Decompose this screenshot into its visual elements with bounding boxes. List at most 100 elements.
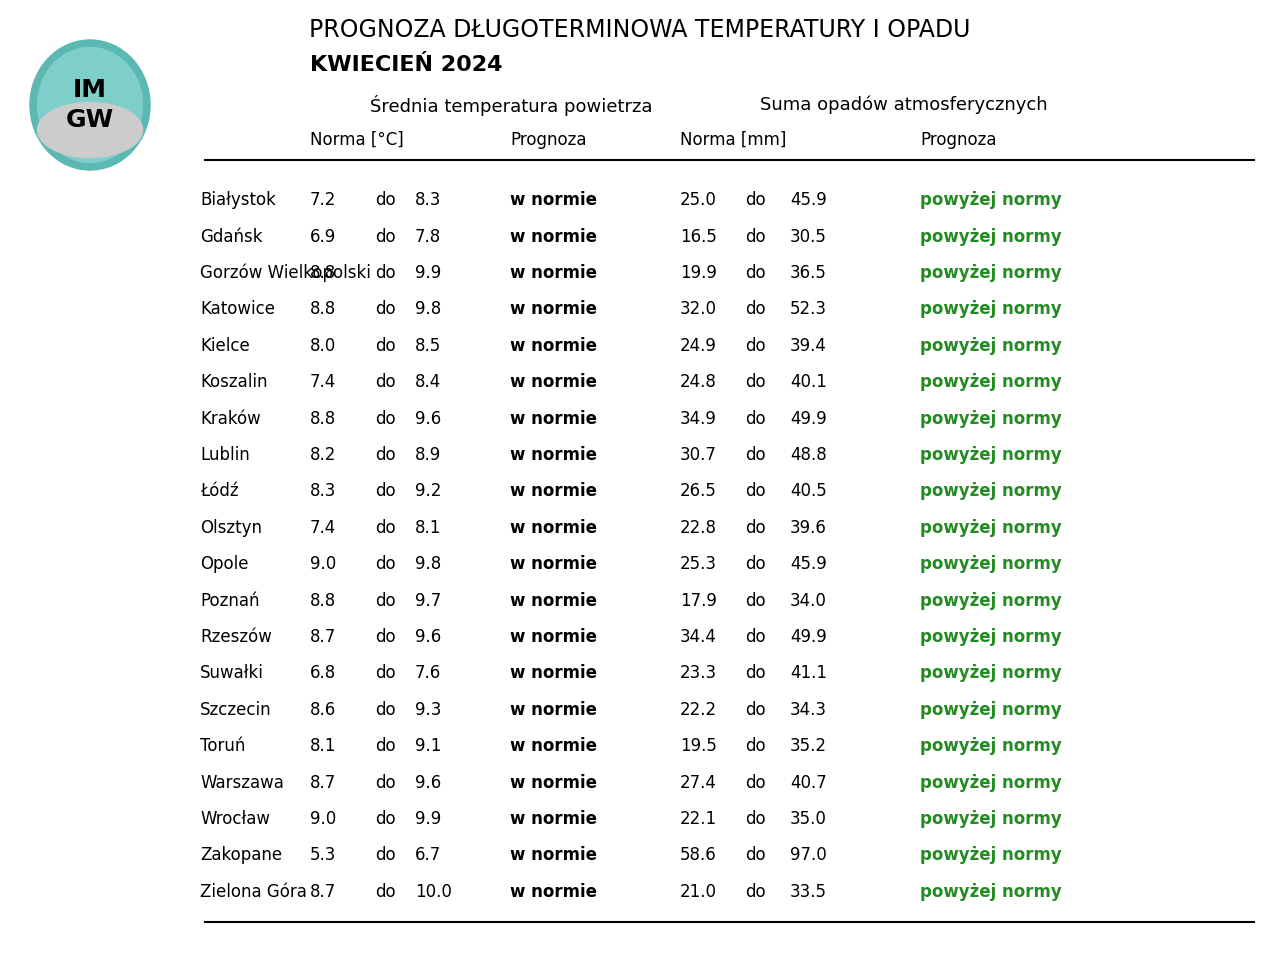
Text: Warszawa: Warszawa bbox=[200, 774, 284, 792]
Text: 35.0: 35.0 bbox=[790, 810, 827, 828]
Text: powyżej normy: powyżej normy bbox=[920, 774, 1061, 792]
Text: do: do bbox=[375, 628, 396, 646]
Text: 17.9: 17.9 bbox=[680, 591, 717, 610]
Text: do: do bbox=[745, 628, 765, 646]
Text: 19.5: 19.5 bbox=[680, 737, 717, 756]
Text: GW: GW bbox=[65, 108, 114, 132]
Text: do: do bbox=[375, 701, 396, 719]
Text: 7.2: 7.2 bbox=[310, 191, 337, 209]
Text: 30.5: 30.5 bbox=[790, 228, 827, 246]
Ellipse shape bbox=[37, 47, 142, 162]
Text: do: do bbox=[745, 555, 765, 573]
Text: 34.3: 34.3 bbox=[790, 701, 827, 719]
Text: powyżej normy: powyżej normy bbox=[920, 591, 1061, 610]
Text: w normie: w normie bbox=[509, 264, 596, 282]
Text: Prognoza: Prognoza bbox=[509, 131, 586, 149]
Text: 25.0: 25.0 bbox=[680, 191, 717, 209]
Text: do: do bbox=[745, 664, 765, 683]
Text: powyżej normy: powyżej normy bbox=[920, 737, 1061, 756]
Text: 36.5: 36.5 bbox=[790, 264, 827, 282]
Text: 7.4: 7.4 bbox=[310, 373, 337, 392]
Text: do: do bbox=[745, 300, 765, 319]
Text: 22.8: 22.8 bbox=[680, 518, 717, 537]
Ellipse shape bbox=[29, 40, 150, 170]
Text: 9.1: 9.1 bbox=[415, 737, 442, 756]
Text: do: do bbox=[745, 810, 765, 828]
Text: 9.0: 9.0 bbox=[310, 810, 337, 828]
Text: 8.3: 8.3 bbox=[310, 482, 337, 500]
Text: Zakopane: Zakopane bbox=[200, 847, 282, 864]
Text: powyżej normy: powyżej normy bbox=[920, 446, 1061, 464]
Text: 34.4: 34.4 bbox=[680, 628, 717, 646]
Text: 9.9: 9.9 bbox=[415, 264, 442, 282]
Text: Olsztyn: Olsztyn bbox=[200, 518, 262, 537]
Text: 19.9: 19.9 bbox=[680, 264, 717, 282]
Text: 40.7: 40.7 bbox=[790, 774, 827, 792]
Text: w normie: w normie bbox=[509, 628, 596, 646]
Text: w normie: w normie bbox=[509, 228, 596, 246]
Text: w normie: w normie bbox=[509, 883, 596, 900]
Text: 8.7: 8.7 bbox=[310, 774, 337, 792]
Text: powyżej normy: powyżej normy bbox=[920, 410, 1061, 427]
Text: 35.2: 35.2 bbox=[790, 737, 827, 756]
Text: 97.0: 97.0 bbox=[790, 847, 827, 864]
Text: powyżej normy: powyżej normy bbox=[920, 555, 1061, 573]
Text: w normie: w normie bbox=[509, 810, 596, 828]
Text: Poznań: Poznań bbox=[200, 591, 260, 610]
Text: do: do bbox=[375, 591, 396, 610]
Text: powyżej normy: powyżej normy bbox=[920, 228, 1061, 246]
Text: do: do bbox=[745, 410, 765, 427]
Text: 9.9: 9.9 bbox=[415, 810, 442, 828]
Text: 9.7: 9.7 bbox=[415, 591, 442, 610]
Text: Norma [°C]: Norma [°C] bbox=[310, 131, 403, 149]
Text: w normie: w normie bbox=[509, 774, 596, 792]
Text: do: do bbox=[745, 591, 765, 610]
Text: do: do bbox=[745, 883, 765, 900]
Text: 48.8: 48.8 bbox=[790, 446, 827, 464]
Text: do: do bbox=[375, 373, 396, 392]
Text: do: do bbox=[375, 774, 396, 792]
Text: 10.0: 10.0 bbox=[415, 883, 452, 900]
Text: do: do bbox=[745, 737, 765, 756]
Text: Łódź: Łódź bbox=[200, 482, 238, 500]
Text: 22.2: 22.2 bbox=[680, 701, 717, 719]
Text: 9.0: 9.0 bbox=[310, 555, 337, 573]
Text: 58.6: 58.6 bbox=[680, 847, 717, 864]
Text: 9.6: 9.6 bbox=[415, 628, 442, 646]
Text: powyżej normy: powyżej normy bbox=[920, 373, 1061, 392]
Text: powyżej normy: powyżej normy bbox=[920, 701, 1061, 719]
Text: 34.9: 34.9 bbox=[680, 410, 717, 427]
Text: Koszalin: Koszalin bbox=[200, 373, 268, 392]
Text: 9.8: 9.8 bbox=[415, 300, 442, 319]
Text: 33.5: 33.5 bbox=[790, 883, 827, 900]
Text: do: do bbox=[745, 701, 765, 719]
Text: 8.5: 8.5 bbox=[415, 337, 442, 355]
Text: 9.6: 9.6 bbox=[415, 410, 442, 427]
Text: 8.8: 8.8 bbox=[310, 591, 337, 610]
Text: w normie: w normie bbox=[509, 446, 596, 464]
Text: w normie: w normie bbox=[509, 482, 596, 500]
Text: Wrocław: Wrocław bbox=[200, 810, 270, 828]
Text: powyżej normy: powyżej normy bbox=[920, 810, 1061, 828]
Text: do: do bbox=[375, 810, 396, 828]
Text: powyżej normy: powyżej normy bbox=[920, 628, 1061, 646]
Text: 24.8: 24.8 bbox=[680, 373, 717, 392]
Text: 52.3: 52.3 bbox=[790, 300, 827, 319]
Text: PROGNOZA DŁUGOTERMINOWA TEMPERATURY I OPADU: PROGNOZA DŁUGOTERMINOWA TEMPERATURY I OP… bbox=[310, 18, 970, 42]
Text: 49.9: 49.9 bbox=[790, 628, 827, 646]
Text: powyżej normy: powyżej normy bbox=[920, 482, 1061, 500]
Text: do: do bbox=[375, 482, 396, 500]
Text: 8.7: 8.7 bbox=[310, 883, 337, 900]
Text: w normie: w normie bbox=[509, 191, 596, 209]
Text: 30.7: 30.7 bbox=[680, 446, 717, 464]
Text: w normie: w normie bbox=[509, 300, 596, 319]
Text: do: do bbox=[375, 518, 396, 537]
Text: do: do bbox=[745, 228, 765, 246]
Text: powyżej normy: powyżej normy bbox=[920, 264, 1061, 282]
Text: 5.3: 5.3 bbox=[310, 847, 337, 864]
Text: powyżej normy: powyżej normy bbox=[920, 664, 1061, 683]
Text: 7.4: 7.4 bbox=[310, 518, 337, 537]
Text: 8.9: 8.9 bbox=[415, 446, 442, 464]
Text: do: do bbox=[745, 373, 765, 392]
Text: KWIECIEŃ 2024: KWIECIEŃ 2024 bbox=[310, 55, 503, 75]
